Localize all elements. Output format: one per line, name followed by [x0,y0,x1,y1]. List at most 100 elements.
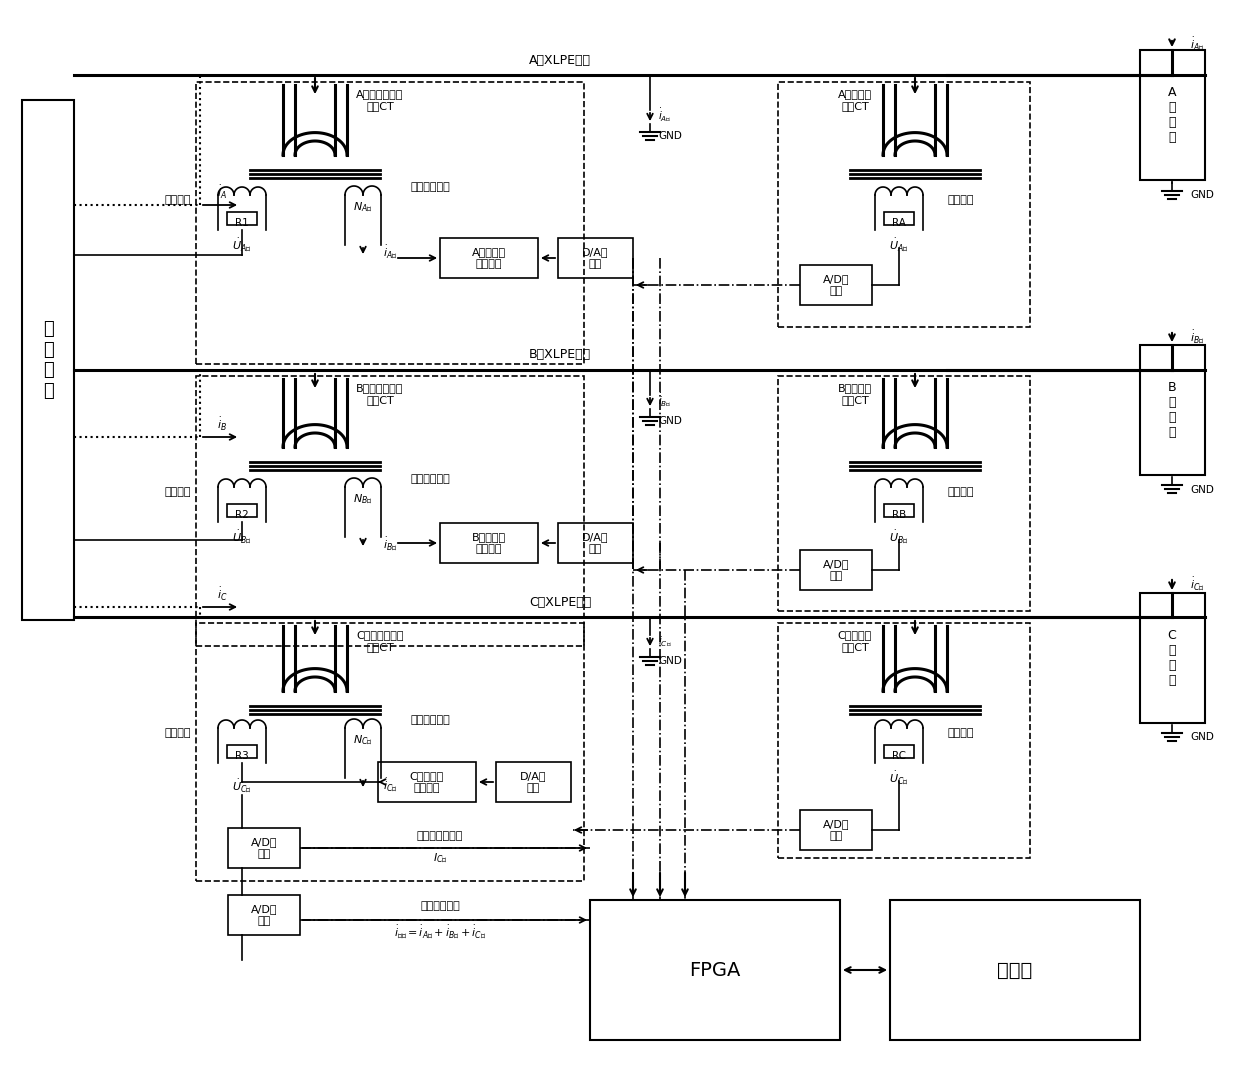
Text: $\dot{U}_{C负}$: $\dot{U}_{C负}$ [889,769,909,787]
Text: $\dot{U}_{A负}$: $\dot{U}_{A负}$ [889,237,909,254]
Text: 电流补偿绕组: 电流补偿绕组 [410,182,450,192]
Text: $\dot{i}_{C泄}$: $\dot{i}_{C泄}$ [658,632,672,648]
Text: $N_{A补}$: $N_{A补}$ [353,200,373,214]
Bar [227,212,257,225]
Text: B相末端穿
心式CT: B相末端穿 心式CT [838,383,872,405]
Text: C相首端穿心差
分式CT: C相首端穿心差 分式CT [356,631,404,652]
Text: B相XLPE电缆: B相XLPE电缆 [529,349,591,362]
Text: R3: R3 [236,751,249,761]
Text: 电流补偿绕组: 电流补偿绕组 [410,475,450,484]
Bar [890,900,1140,1040]
Text: GND: GND [1190,190,1214,200]
Text: A/D转
换器: A/D转 换器 [823,560,849,581]
Bar [196,623,584,881]
Text: C相XLPE电缆: C相XLPE电缆 [529,596,591,609]
Bar [227,504,257,516]
Text: 参考相泄露电流: 参考相泄露电流 [417,831,464,841]
Bar [227,745,257,758]
Bar [800,550,872,590]
Text: A相末端穿
心式CT: A相末端穿 心式CT [838,89,872,111]
Bar [496,762,570,802]
Text: B
相
负
载: B 相 负 载 [1168,381,1177,439]
Text: $N_{C补}$: $N_{C补}$ [353,733,373,747]
Text: 计算机: 计算机 [997,961,1033,979]
Text: $\dot{U}_{B泄}$: $\dot{U}_{B泄}$ [232,528,252,546]
Text: $\dot{i}_{三泄}=\dot{i}_{A泄}+\dot{i}_{B泄}+\dot{i}_{C泄}$: $\dot{i}_{三泄}=\dot{i}_{A泄}+\dot{i}_{B泄}+… [394,923,486,940]
Text: 测量绕组: 测量绕组 [165,487,191,497]
Text: 电流补偿绕组: 电流补偿绕组 [410,714,450,725]
Text: A相电压控
制电流源: A相电压控 制电流源 [472,247,506,269]
Text: GND: GND [658,416,682,426]
Text: $\dot{i}_{C负}$: $\dot{i}_{C负}$ [1190,576,1205,593]
Bar [884,504,914,516]
Text: $\dot{i}_{B补}$: $\dot{i}_{B补}$ [383,536,398,552]
Text: $\dot{U}_{B负}$: $\dot{U}_{B负}$ [889,528,909,546]
Bar [378,762,476,802]
Bar [884,745,914,758]
Bar [440,523,538,563]
Text: $\dot{i}_{C补}$: $\dot{i}_{C补}$ [383,777,398,793]
Text: 三相泄漏电流: 三相泄漏电流 [420,901,460,911]
Text: $\dot{i}_B$: $\dot{i}_B$ [217,415,227,433]
Bar [228,829,300,868]
Text: A/D转
换器: A/D转 换器 [250,904,278,925]
Text: C相末端穿
心式CT: C相末端穿 心式CT [838,631,872,652]
Text: C相电压控
制电流源: C相电压控 制电流源 [410,771,444,793]
Text: $\dot{U}_{C泄}$: $\dot{U}_{C泄}$ [232,778,252,794]
Text: RC: RC [892,751,906,761]
Bar [1140,345,1205,475]
Text: 测量绕组: 测量绕组 [947,728,973,738]
Bar [440,238,538,278]
Bar [777,376,1030,611]
Text: 三
相
电
源: 三 相 电 源 [42,320,53,400]
Bar [800,810,872,850]
Text: RB: RB [892,510,906,520]
Text: R1: R1 [236,218,249,228]
Text: R2: R2 [236,510,249,520]
Text: A相首端穿心差
分式CT: A相首端穿心差 分式CT [356,89,404,111]
Text: GND: GND [658,131,682,141]
Bar [884,212,914,225]
Text: $\dot{i}_{A负}$: $\dot{i}_{A负}$ [1190,36,1204,53]
Text: C
相
负
载: C 相 负 载 [1168,629,1177,686]
Text: GND: GND [1190,732,1214,742]
Text: B相电压控
制电流源: B相电压控 制电流源 [472,533,506,554]
Bar [228,895,300,935]
Text: $I_{C泄}$: $I_{C泄}$ [433,851,448,865]
Bar [777,623,1030,858]
Bar [1140,49,1205,180]
Text: A相XLPE电缆: A相XLPE电缆 [529,54,591,67]
Bar [196,82,584,364]
Text: 测量绕组: 测量绕组 [165,195,191,206]
Text: $\dot{i}_{A补}$: $\dot{i}_{A补}$ [383,243,398,260]
Bar [777,82,1030,327]
Bar [800,265,872,305]
Text: 测量绕组: 测量绕组 [947,195,973,206]
Text: RA: RA [892,218,906,228]
Text: $\dot{U}_{A泄}$: $\dot{U}_{A泄}$ [232,237,252,254]
Bar [1140,593,1205,723]
Text: B相首端穿心差
分式CT: B相首端穿心差 分式CT [356,383,404,405]
Text: D/A转
换器: D/A转 换器 [583,247,609,269]
Text: $\dot{i}_C$: $\dot{i}_C$ [217,585,227,603]
Text: 测量绕组: 测量绕组 [165,728,191,738]
Text: A/D转
换器: A/D转 换器 [250,837,278,859]
Bar [590,900,839,1040]
Text: $\dot{i}_{B负}$: $\dot{i}_{B负}$ [1190,328,1204,345]
Text: 测量绕组: 测量绕组 [947,487,973,497]
Bar [558,523,632,563]
Text: GND: GND [1190,485,1214,495]
Text: $N_{B补}$: $N_{B补}$ [353,492,373,506]
Text: $\dot{i}_{B泄}$: $\dot{i}_{B泄}$ [658,392,672,408]
Text: D/A转
换器: D/A转 换器 [521,771,547,793]
Text: D/A转
换器: D/A转 换器 [583,533,609,554]
Text: $\dot{i}_{A泄}$: $\dot{i}_{A泄}$ [658,107,672,124]
Text: FPGA: FPGA [689,961,740,979]
Bar [22,100,74,620]
Text: GND: GND [658,656,682,666]
Bar [558,238,632,278]
Text: A/D转
换器: A/D转 换器 [823,274,849,296]
Bar [196,376,584,646]
Text: A
相
负
载: A 相 负 载 [1168,86,1177,144]
Text: $\dot{i}_A$: $\dot{i}_A$ [217,183,227,200]
